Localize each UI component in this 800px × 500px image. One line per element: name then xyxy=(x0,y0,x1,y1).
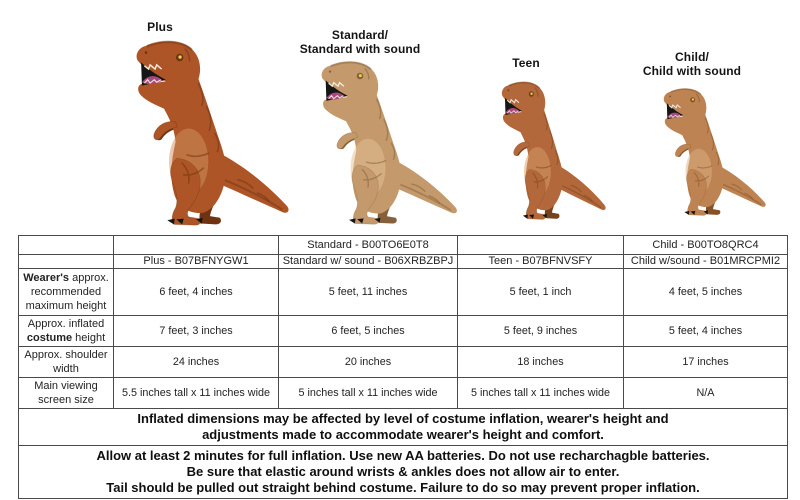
cell-teen: 5 inches tall x 11 inches wide xyxy=(457,377,624,409)
comparison-table: Standard - B00TO6E0T8 Child - B00TO8QRC4… xyxy=(18,235,788,499)
row-label-text: Main viewing screen size xyxy=(34,380,98,406)
table-note-inflation-dimensions: Inflated dimensions may be affected by l… xyxy=(18,408,788,446)
product-figure-child xyxy=(658,85,768,216)
product-label-standard: Standard/ Standard with sound xyxy=(280,28,440,56)
cell-teen: 5 feet, 9 inches xyxy=(457,315,624,347)
header-cell-blank xyxy=(18,254,114,269)
note-cell: Inflated dimensions may be affected by l… xyxy=(18,408,788,446)
cell-plus: 24 inches xyxy=(113,346,279,378)
note-line: Inflated dimensions may be affected by l… xyxy=(137,411,669,426)
trex-teen-image xyxy=(500,81,607,220)
row-label-text: Approx. inflated xyxy=(27,318,105,330)
product-label-line1: Teen xyxy=(512,56,540,70)
header-cell-child-sound: Child w/sound - B01MRCPMI2 xyxy=(623,254,788,269)
product-label-line2: Standard with sound xyxy=(299,42,421,56)
trex-child-image xyxy=(662,87,767,216)
product-figure-teen xyxy=(496,78,608,220)
product-label-child: Child/ Child with sound xyxy=(632,50,752,78)
header-cell-plus: Plus - B07BFNYGW1 xyxy=(113,254,279,269)
header-cell-blank xyxy=(113,235,279,255)
product-label-plus: Plus xyxy=(110,20,210,34)
row-label: Main viewing screen size xyxy=(18,377,114,409)
row-label-text: approx. recommended maximum height xyxy=(25,272,109,312)
trex-plus-image xyxy=(135,40,290,226)
product-label-line2: Child with sound xyxy=(642,64,742,78)
cell-teen: 18 inches xyxy=(457,346,624,378)
row-label-bold: Wearer's xyxy=(23,272,70,284)
row-label-text: Approx. shoulder width xyxy=(24,349,108,375)
table-row-costume-height: Approx. inflated costume height 7 feet, … xyxy=(18,315,788,347)
cell-child: N/A xyxy=(623,377,788,409)
trex-standard-image xyxy=(320,60,459,225)
cell-child: 17 inches xyxy=(623,346,788,378)
row-label: Wearer's approx. recommended maximum hei… xyxy=(18,268,114,316)
header-cell-child: Child - B00TO8QRC4 xyxy=(623,235,788,255)
table-note-usage-instructions: Allow at least 2 minutes for full inflat… xyxy=(18,445,788,499)
cell-plus: 6 feet, 4 inches xyxy=(113,268,279,316)
table-row-screen-size: Main viewing screen size 5.5 inches tall… xyxy=(18,377,788,409)
table-header-row-1: Standard - B00TO6E0T8 Child - B00TO8QRC4 xyxy=(18,235,788,255)
cell-child: 5 feet, 4 inches xyxy=(623,315,788,347)
cell-standard: 5 feet, 11 inches xyxy=(278,268,458,316)
cell-standard: 20 inches xyxy=(278,346,458,378)
product-figure-plus xyxy=(128,36,292,226)
table-header-row-2: Plus - B07BFNYGW1 Standard w/ sound - B0… xyxy=(18,254,788,269)
note-line: Be sure that elastic around wrists & ank… xyxy=(186,464,620,479)
row-label: Approx. inflated costume height xyxy=(18,315,114,347)
cell-child: 4 feet, 5 inches xyxy=(623,268,788,316)
cell-teen: 5 feet, 1 inch xyxy=(457,268,624,316)
header-cell-blank xyxy=(457,235,624,255)
row-label-bold: costume xyxy=(26,332,73,344)
row-label-text: height xyxy=(72,332,106,344)
header-cell-standard: Standard - B00TO6E0T8 xyxy=(278,235,458,255)
cell-standard: 6 feet, 5 inches xyxy=(278,315,458,347)
note-line: adjustments made to accommodate wearer's… xyxy=(202,427,604,442)
note-cell: Allow at least 2 minutes for full inflat… xyxy=(18,445,788,499)
product-label-line1: Standard/ xyxy=(331,28,389,42)
note-line: Tail should be pulled out straight behin… xyxy=(106,480,700,495)
note-line: Allow at least 2 minutes for full inflat… xyxy=(96,448,710,463)
cell-plus: 7 feet, 3 inches xyxy=(113,315,279,347)
header-cell-teen: Teen - B07BFNVSFY xyxy=(457,254,624,269)
header-cell-standard-sound: Standard w/ sound - B06XRBZBPJ xyxy=(278,254,458,269)
cell-plus: 5.5 inches tall x 11 inches wide xyxy=(113,377,279,409)
table-row-wearer-height: Wearer's approx. recommended maximum hei… xyxy=(18,268,788,316)
product-figure-standard xyxy=(314,57,460,225)
cell-standard: 5 inches tall x 11 inches wide xyxy=(278,377,458,409)
table-row-shoulder-width: Approx. shoulder width 24 inches 20 inch… xyxy=(18,346,788,378)
header-cell-blank xyxy=(18,235,114,255)
product-label-teen: Teen xyxy=(486,56,566,70)
product-label-line1: Child/ xyxy=(675,50,709,64)
product-label-line1: Plus xyxy=(147,20,173,34)
row-label: Approx. shoulder width xyxy=(18,346,114,378)
